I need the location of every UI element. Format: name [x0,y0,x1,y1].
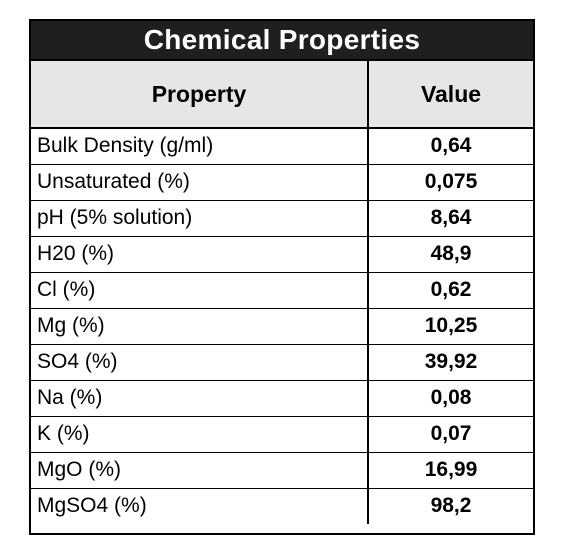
value-cell: 39,92 [368,344,533,381]
table-row: MgO (%) 16,99 [31,452,533,489]
value-cell: 0,64 [368,128,533,165]
table-row: Unsaturated (%) 0,075 [31,164,533,201]
table-row: Bulk Density (g/ml) 0,64 [31,128,533,165]
property-cell: Mg (%) [31,308,369,345]
value-cell: 98,2 [430,494,472,518]
property-cell: SO4 (%) [31,344,369,381]
property-cell: H20 (%) [31,236,369,273]
table-row: Mg (%) 10,25 [31,308,533,345]
table-row: SO4 (%) 39,92 [31,344,533,381]
value-cell: 0,62 [368,272,533,309]
property-cell: Unsaturated (%) [31,164,369,201]
property-cell: Cl (%) [31,272,369,309]
value-cell: 16,99 [368,452,533,489]
table-row: Na (%) 0,08 [31,380,533,417]
table-row: K (%) 0,07 [31,416,533,453]
property-cell: K (%) [31,416,369,453]
properties-grid: Property Value Bulk Density (g/ml) 0,64 … [31,61,533,524]
value-cell: 0,075 [368,164,533,201]
table-row: MgSO4 (%) 98,2 [31,488,533,524]
value-cell: 0,07 [368,416,533,453]
value-cell: 8,64 [368,200,533,237]
header-row: Property Value [31,61,533,129]
property-cell: Na (%) [31,380,369,417]
property-cell: Bulk Density (g/ml) [31,128,369,165]
table-row: H20 (%) 48,9 [31,236,533,273]
value-column-header: Value [368,61,533,129]
property-column-header: Property [31,61,369,129]
value-cell: 10,25 [368,308,533,345]
table-row: pH (5% solution) 8,64 [31,200,533,237]
property-cell: MgSO4 (%) [31,488,369,524]
table-row: Cl (%) 0,62 [31,272,533,309]
property-cell: pH (5% solution) [31,200,369,237]
chemical-properties-table: Chemical Properties Property Value Bulk … [29,19,535,535]
value-cell: 48,9 [368,236,533,273]
property-cell: MgO (%) [31,452,369,489]
value-cell: 0,08 [368,380,533,417]
table-title: Chemical Properties [31,21,533,61]
